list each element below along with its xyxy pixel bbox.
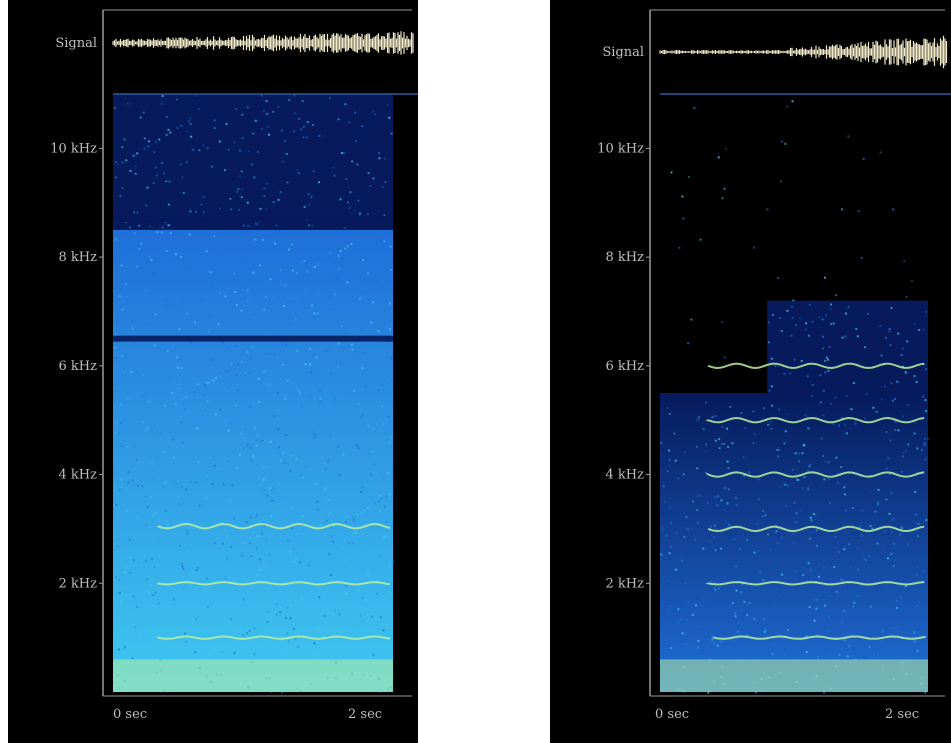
energy-band-0 xyxy=(113,94,393,230)
y-tick-label: 8 kHz xyxy=(606,250,645,265)
harmonic-line-1 xyxy=(705,581,925,586)
harmonic-line-5 xyxy=(707,362,925,370)
low-frequency-energy xyxy=(113,659,393,692)
y-tick-label: 2 kHz xyxy=(606,576,645,591)
spectrogram-left-svg: Signal 2 kHz 4 kHz 6 kHz 8 kHz 10 kHz 0 sec 2 s… xyxy=(8,0,418,743)
signal-label: Signal xyxy=(55,36,97,51)
energy-band-1 xyxy=(767,300,928,393)
notch-line-0 xyxy=(113,216,393,223)
spectrogram-right-svg: Signal 2 kHz 4 kHz 6 kHz 8 kHz 10 kHz 0 sec 2 s… xyxy=(550,0,951,743)
y-tick-label: 10 kHz xyxy=(50,141,97,156)
signal-waveform xyxy=(659,35,948,69)
x-tick-label: 2 sec xyxy=(348,707,382,722)
low-frequency-energy xyxy=(660,659,928,692)
notch-line-1 xyxy=(113,335,393,342)
harmonic-line-1 xyxy=(156,581,390,586)
y-tick-label: 6 kHz xyxy=(606,359,645,374)
harmonic-line-2 xyxy=(707,525,925,533)
harmonic-line-3 xyxy=(704,471,925,478)
harmonic-line-0 xyxy=(712,635,926,640)
signal-waveform xyxy=(112,31,414,55)
spectrogram-panel-right: Signal 2 kHz 4 kHz 6 kHz 8 kHz 10 kHz 0 sec 2 s… xyxy=(550,0,951,743)
x-tick-label: 2 sec xyxy=(885,707,919,722)
y-tick-label: 4 kHz xyxy=(59,468,98,483)
harmonic-line-4 xyxy=(705,416,925,424)
signal-label: Signal xyxy=(602,45,644,60)
harmonic-line-2 xyxy=(156,522,391,530)
energy-band-1 xyxy=(113,229,393,692)
x-tick-label: 0 sec xyxy=(655,707,689,722)
spectrogram-panel-left: Signal 2 kHz 4 kHz 6 kHz 8 kHz 10 kHz 0 sec 2 s… xyxy=(8,0,418,743)
x-tick-label: 0 sec xyxy=(113,707,147,722)
y-tick-label: 2 kHz xyxy=(59,576,98,591)
y-tick-label: 8 kHz xyxy=(59,250,98,265)
y-tick-label: 6 kHz xyxy=(59,359,98,374)
y-tick-label: 10 kHz xyxy=(597,141,644,156)
harmonic-line-0 xyxy=(156,635,390,640)
y-tick-label: 4 kHz xyxy=(606,468,645,483)
